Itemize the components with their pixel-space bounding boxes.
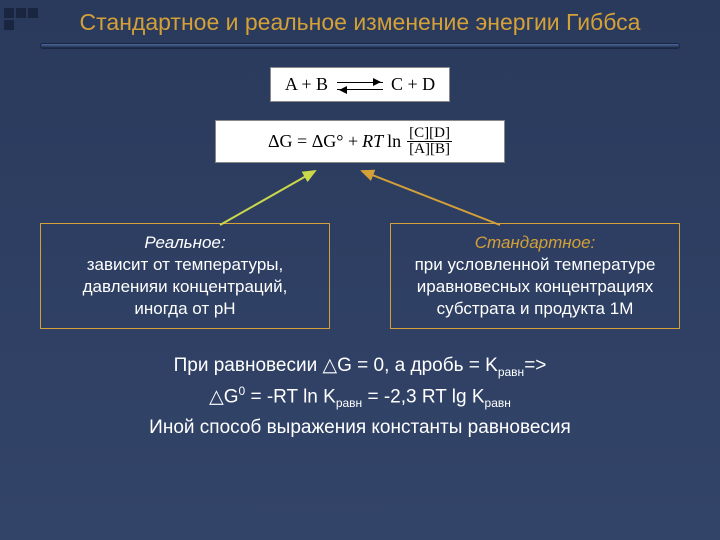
std-box-heading: Стандартное:: [475, 233, 596, 252]
real-box: Реальное: зависит от температуры, давлен…: [40, 223, 330, 329]
title-underline: [40, 43, 680, 49]
std-box-line1: при условленной температуре: [415, 255, 656, 274]
equilibrium-arrows-icon: [337, 79, 383, 93]
real-box-heading: Реальное:: [144, 233, 225, 252]
real-box-line1: зависит от температуры,: [87, 255, 284, 274]
std-box-line2: иравновесных концентрациях: [417, 277, 653, 296]
real-box-line2: давленияи концентраций,: [83, 277, 288, 296]
reaction-lhs: A + B: [285, 74, 328, 94]
real-box-line3: иногда от pH: [134, 299, 235, 318]
pointer-arrows-icon: [130, 143, 590, 233]
bottom-line2: △G0 = -RT ln Kравн = -2,3 RT lg Kравн: [60, 382, 660, 413]
bottom-line1: При равновесии △G = 0, а дробь = Kравн=>: [60, 351, 660, 382]
corner-bullets: [4, 8, 38, 32]
bottom-line3: Иной способ выражения константы равновес…: [60, 413, 660, 443]
slide-title: Стандартное и реальное изменение энергии…: [0, 0, 720, 39]
std-box-line3: субстрата и продукта 1M: [437, 299, 634, 318]
reaction-equation: A + B C + D: [270, 67, 450, 102]
gibbs-numerator: [C][D]: [407, 125, 452, 142]
std-box: Стандартное: при условленной температуре…: [390, 223, 680, 329]
bottom-text: При равновесии △G = 0, а дробь = Kравн=>…: [60, 351, 660, 444]
comparison-boxes: Реальное: зависит от температуры, давлен…: [0, 223, 720, 329]
reaction-rhs: C + D: [391, 74, 435, 94]
pointer-arrows-container: [150, 173, 570, 233]
